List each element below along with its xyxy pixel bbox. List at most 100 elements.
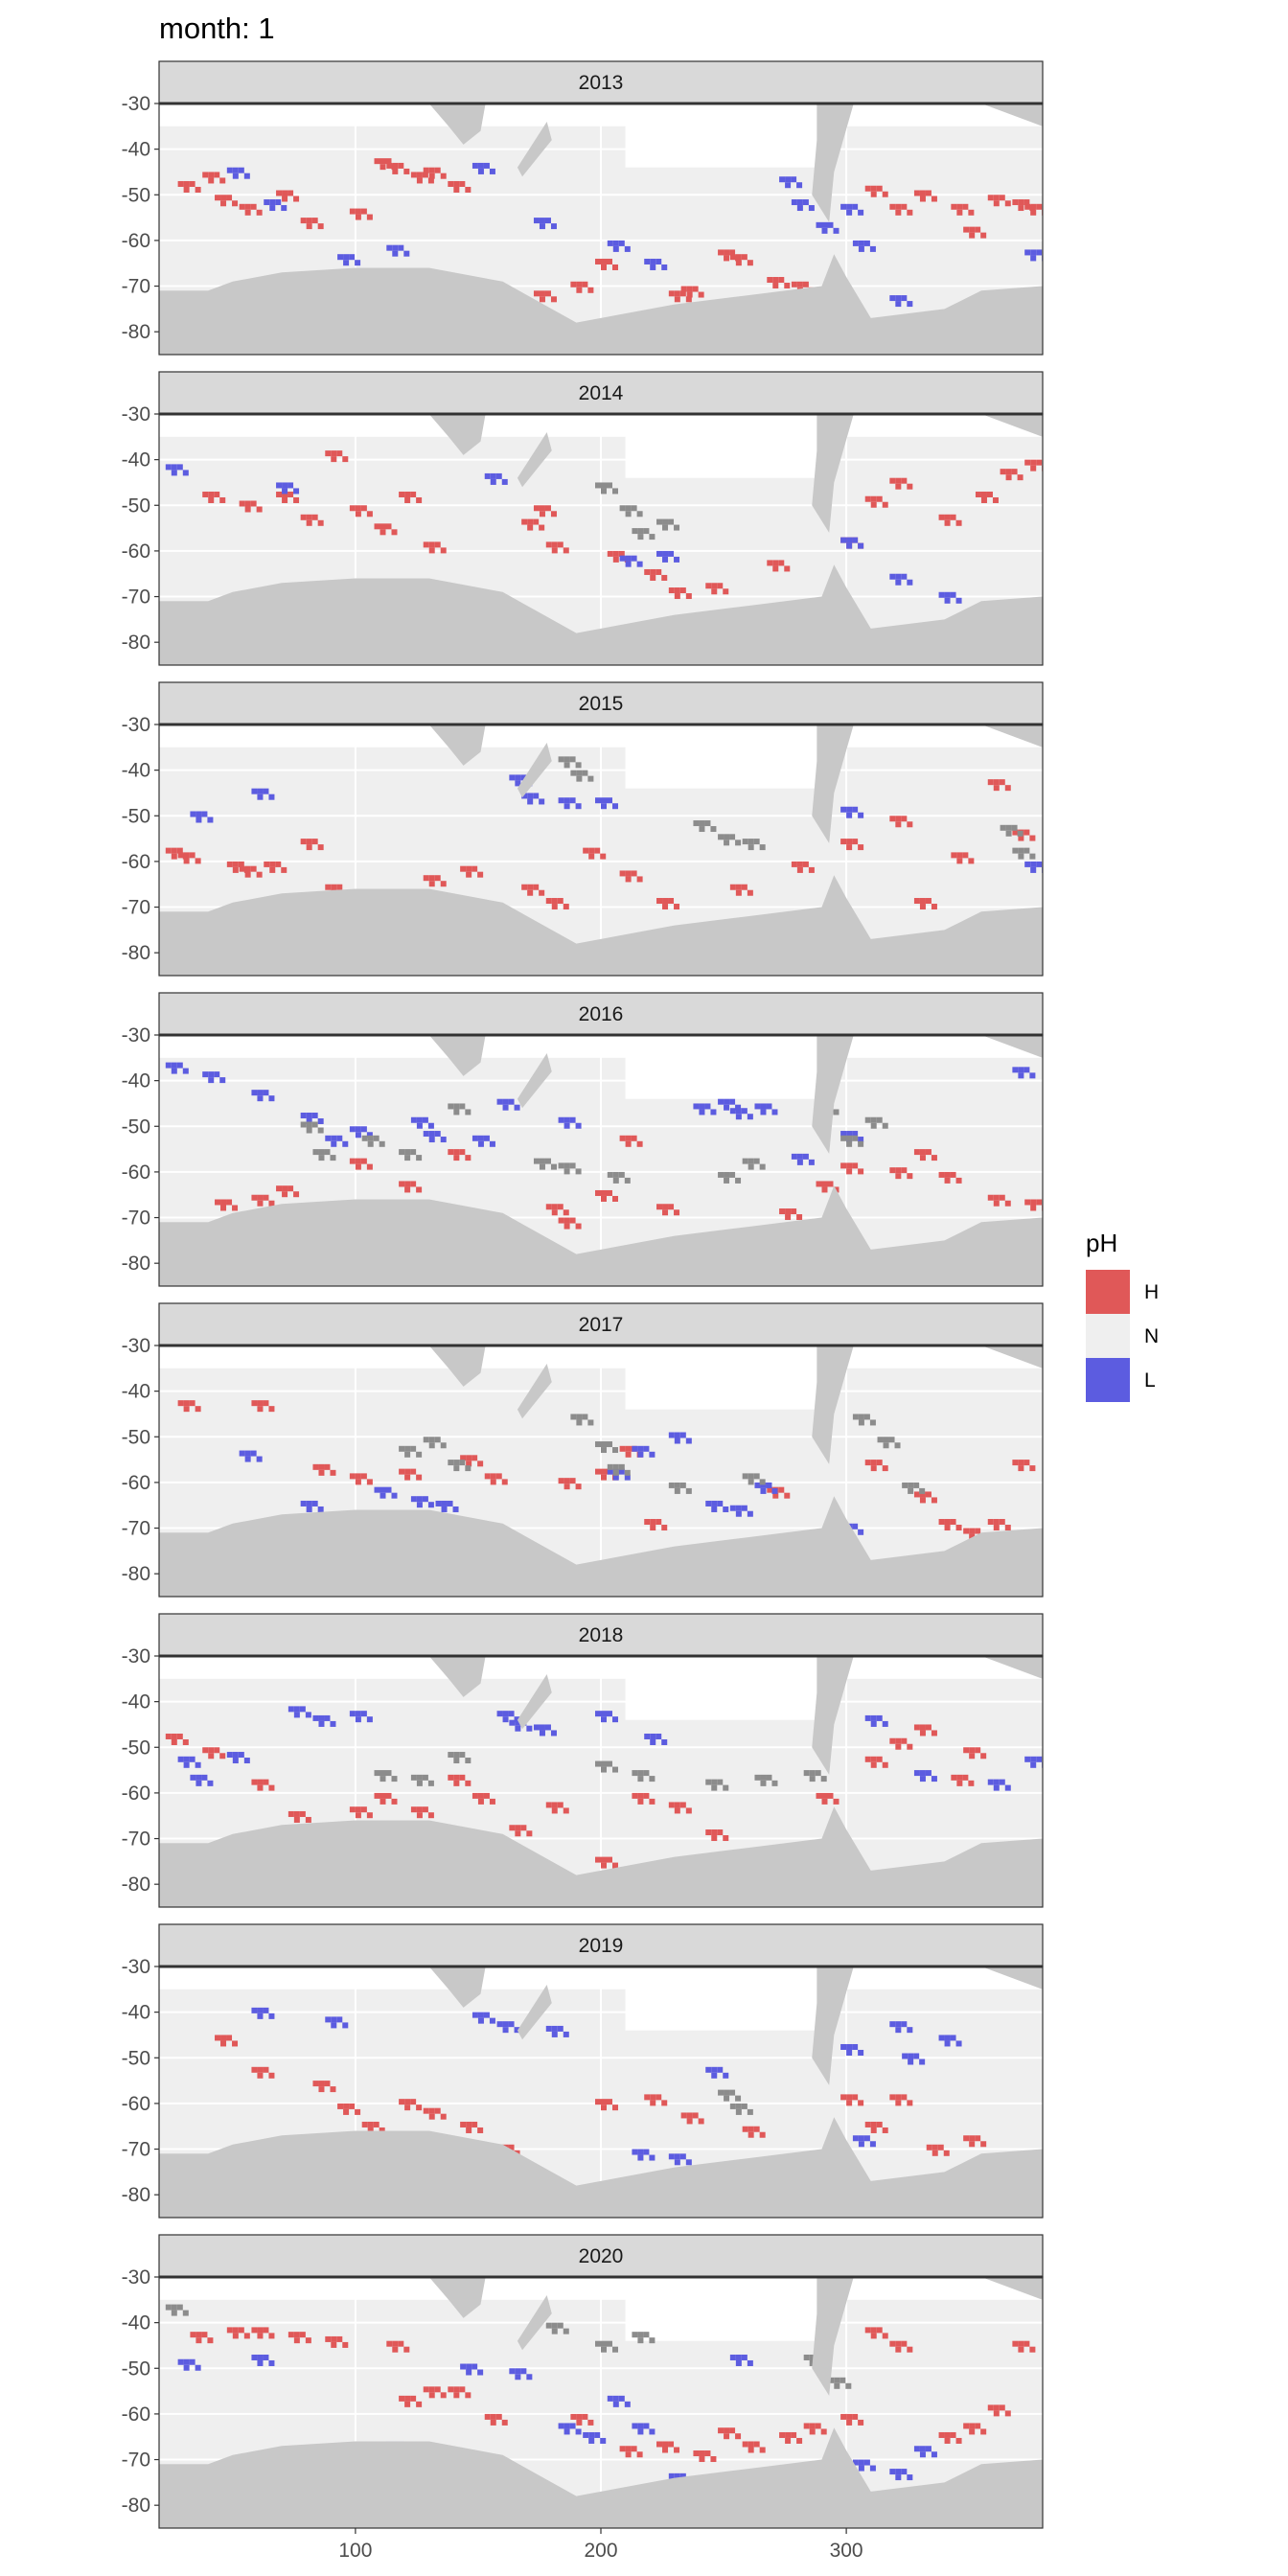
cell-H [250, 500, 257, 507]
cell-L [177, 1756, 184, 1762]
cell-H [820, 2428, 827, 2435]
cell-other [718, 2089, 724, 2096]
cell-L [196, 816, 202, 823]
cell-H [601, 1195, 607, 1202]
land-africa [980, 1035, 1043, 1058]
cell-H [434, 541, 441, 548]
cell-H [956, 1780, 963, 1786]
cell-L [852, 1131, 859, 1138]
cell-H [551, 898, 558, 905]
cell-H [784, 565, 791, 572]
cell-H [349, 1806, 356, 1813]
cell-other [685, 1487, 692, 1494]
cell-other [636, 511, 643, 518]
cell-H [276, 190, 283, 196]
land-australia [428, 414, 486, 455]
cell-H [999, 2404, 1005, 2411]
cell-L [189, 2358, 196, 2365]
cell-H [374, 158, 380, 165]
cell-H [495, 2413, 502, 2420]
cell-H [539, 889, 545, 896]
cell-H [711, 1835, 718, 1842]
cell-L [796, 1159, 803, 1165]
cell-L [515, 780, 521, 787]
cell-H [969, 1753, 976, 1760]
cell-H [698, 2118, 704, 2125]
cell-other [724, 1177, 730, 1184]
cell-H [944, 1177, 951, 1184]
cell-other [870, 1116, 877, 1123]
land-new-zealand [517, 432, 552, 488]
cell-L [993, 1779, 1000, 1785]
cell-L [306, 1506, 312, 1512]
cell-H [895, 816, 902, 822]
cell-H [459, 2386, 466, 2393]
cell-H [404, 2395, 411, 2402]
cell-H [299, 2332, 306, 2338]
cell-H [785, 2431, 792, 2438]
cell-L [533, 218, 540, 224]
cell-other [759, 844, 766, 851]
cell-H [969, 2135, 976, 2142]
cell-L [846, 209, 853, 216]
cell-H [864, 1756, 871, 1762]
cell-L [612, 240, 619, 246]
cell-H [741, 884, 748, 890]
cell-L [717, 2066, 724, 2073]
cell-other [453, 1758, 460, 1764]
cell-L [858, 2135, 864, 2142]
cell-L [840, 1131, 847, 1138]
cell-H [386, 162, 393, 169]
cell-other [803, 1770, 810, 1777]
cell-other [416, 1451, 423, 1458]
cell-H [423, 167, 429, 173]
cell-L [612, 245, 619, 252]
cell-H [196, 2337, 202, 2344]
cell-H [840, 2413, 847, 2420]
cell-other [858, 1140, 864, 1147]
cell-H [392, 162, 399, 169]
cell-L [539, 218, 545, 224]
cell-H [349, 505, 356, 512]
cell-H [595, 1856, 601, 1863]
cell-other [330, 1155, 336, 1162]
cell-L [219, 1077, 226, 1084]
cell-H [993, 195, 1000, 201]
cell-H [735, 884, 742, 890]
cell-other [724, 2089, 730, 2096]
cell-H [521, 518, 528, 525]
cell-H [440, 881, 447, 887]
cell-H [195, 186, 201, 193]
cell-H [355, 1806, 361, 1813]
cell-H [564, 1217, 570, 1224]
cell-H [711, 588, 718, 595]
cell-L [366, 1132, 373, 1138]
cell-L [674, 556, 680, 563]
cell-H [656, 568, 662, 575]
cell-H [275, 861, 282, 867]
cell-H [293, 1191, 300, 1198]
cell-H [232, 861, 239, 867]
cell-H [612, 1862, 618, 1869]
cell-L [243, 1758, 250, 1764]
cell-H [404, 1186, 411, 1193]
cell-L [288, 1706, 294, 1713]
cell-H [650, 568, 656, 575]
cell-L [257, 2354, 264, 2360]
cell-H [938, 1519, 945, 1526]
cell-L [889, 573, 896, 580]
cell-L [668, 2153, 675, 2160]
cell-L [264, 199, 270, 206]
cell-H [944, 519, 951, 526]
cell-L [489, 168, 495, 174]
cell-other [735, 2095, 742, 2102]
cell-H [257, 2072, 264, 2079]
cell-H [748, 2126, 754, 2132]
land-australia [428, 1035, 486, 1076]
cell-L [171, 1062, 177, 1069]
cell-H [987, 779, 994, 786]
cell-H [674, 1209, 680, 1216]
cell-H [778, 560, 785, 566]
cell-H [895, 1173, 902, 1180]
cell-H [895, 203, 902, 210]
